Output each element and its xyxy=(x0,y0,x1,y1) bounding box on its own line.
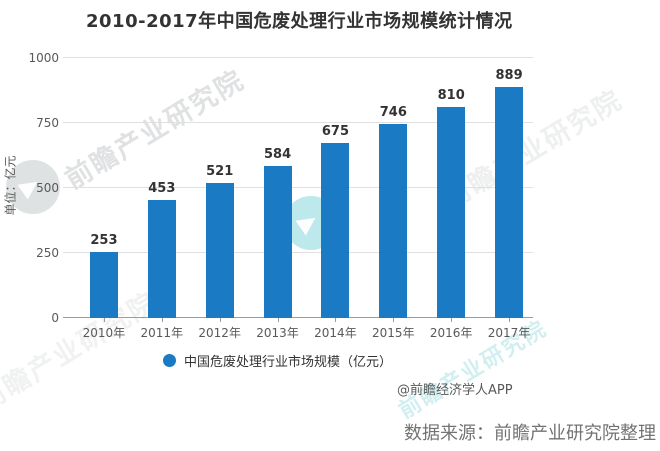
x-axis: 2010年 2011年 2012年 2013年 2014年 2015年 2016年 2017年 xyxy=(75,318,538,341)
bar-slot: 253 xyxy=(75,58,133,318)
x-tick-icon xyxy=(451,318,453,322)
gridlines xyxy=(63,57,533,318)
chart-title: 2010-2017年中国危废处理行业市场规模统计情况 xyxy=(86,11,513,32)
bar-value-label: 453 xyxy=(148,181,176,197)
bar xyxy=(147,200,176,318)
bar-value-label: 746 xyxy=(379,105,407,121)
x-tick-label: 2012年 xyxy=(198,326,241,340)
legend-label: 中国危废处理行业市场规模（亿元） xyxy=(184,355,393,370)
bar xyxy=(379,124,408,318)
bar-value-label: 675 xyxy=(321,123,349,139)
gridline xyxy=(63,187,533,188)
bar xyxy=(263,166,292,318)
bar xyxy=(437,107,466,318)
y-tick-label: 250 xyxy=(36,246,59,260)
bar-value-label: 584 xyxy=(263,147,292,163)
y-axis-ticks: 0 250 500 750 1000 xyxy=(0,51,59,325)
x-tick-label: 2013年 xyxy=(256,326,299,340)
y-tick-label: 750 xyxy=(36,116,59,130)
bar-slot: 584 xyxy=(249,58,307,318)
data-source-text: 数据来源：前瞻产业研究院整理 xyxy=(404,423,656,444)
attribution-text: @前瞻经济学人APP xyxy=(397,383,513,398)
bar xyxy=(89,252,118,318)
x-slot: 2011年 xyxy=(133,318,191,341)
y-tick-label: 500 xyxy=(36,181,59,195)
bar-slot: 453 xyxy=(133,58,191,318)
bar xyxy=(321,142,350,318)
x-slot: 2013年 xyxy=(249,318,307,341)
legend: 中国危废处理行业市场规模（亿元） xyxy=(163,351,392,370)
bar-slot: 521 xyxy=(191,58,249,318)
bar-slot: 810 xyxy=(422,58,480,318)
x-tick-icon xyxy=(335,318,337,322)
y-tick-label: 0 xyxy=(51,311,59,325)
x-tick-label: 2014年 xyxy=(314,326,357,340)
x-slot: 2010年 xyxy=(75,318,133,341)
x-tick-label: 2011年 xyxy=(140,326,184,340)
x-tick-label: 2017年 xyxy=(487,326,531,340)
bar xyxy=(495,86,524,318)
bar-value-label: 253 xyxy=(90,233,118,249)
bar-value-label: 810 xyxy=(437,88,465,104)
x-tick-icon xyxy=(161,318,163,322)
x-slot: 2015年 xyxy=(364,318,422,341)
x-slot: 2017年 xyxy=(480,318,538,341)
bar-slot: 746 xyxy=(364,58,422,318)
bar-slot: 675 xyxy=(307,58,365,318)
x-tick-icon xyxy=(219,318,221,322)
x-tick-icon xyxy=(103,318,105,322)
y-tick-label: 1000 xyxy=(28,51,59,65)
x-slot: 2016年 xyxy=(422,318,480,341)
x-tick-icon xyxy=(393,318,395,322)
x-tick-label: 2010年 xyxy=(82,326,126,340)
bar-value-label: 521 xyxy=(206,163,234,179)
bar xyxy=(205,182,234,318)
bar-slot: 889 xyxy=(480,58,538,318)
x-slot: 2014年 xyxy=(307,318,365,341)
gridline xyxy=(63,122,533,123)
x-tick-label: 2016年 xyxy=(429,326,473,340)
x-tick-label: 2015年 xyxy=(372,326,415,340)
legend-marker-icon xyxy=(163,354,176,367)
gridline xyxy=(63,57,533,58)
x-tick-icon xyxy=(509,318,511,322)
bars: 253 453 521 584 675 746 810 889 xyxy=(75,58,538,318)
bar-value-label: 889 xyxy=(495,67,523,83)
gridline xyxy=(63,252,533,253)
gridline xyxy=(63,317,533,318)
x-slot: 2012年 xyxy=(191,318,249,341)
x-tick-icon xyxy=(277,318,279,322)
